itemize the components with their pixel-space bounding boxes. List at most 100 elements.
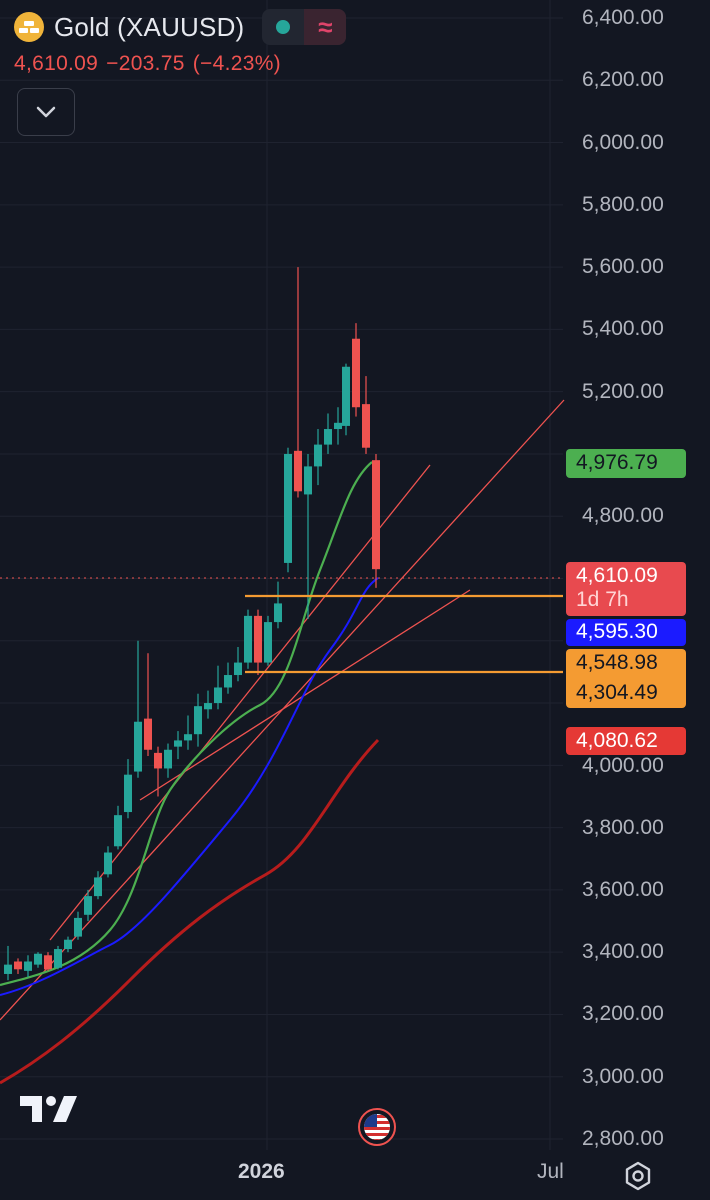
price-axis-label: 6,200.00: [582, 68, 664, 91]
candle-body: [104, 852, 112, 875]
support-lower-price-tag: 4,304.49: [566, 678, 686, 708]
candle-up: [4, 945, 12, 981]
horizontal-levels: [245, 594, 563, 674]
candle-body: [284, 453, 292, 563]
candle-body: [144, 718, 152, 750]
price-axis-label: 6,000.00: [582, 131, 664, 154]
symbol-header: Gold (XAUUSD) ≈ 4,610.09 −203.75 (−4.23%): [14, 8, 347, 76]
candle-up: [284, 447, 292, 573]
candle-body: [194, 706, 202, 735]
candle-up: [324, 413, 332, 454]
candle-body: [124, 774, 132, 813]
candle-up: [304, 453, 312, 619]
candle-body: [204, 703, 212, 710]
candle-up: [214, 665, 222, 710]
candle-body: [94, 877, 102, 897]
candle-body: [314, 444, 322, 467]
candle-body: [4, 964, 12, 974]
candle-body: [44, 955, 52, 970]
candle-up: [264, 615, 272, 666]
candlestick-series: [4, 267, 380, 981]
gear-icon: [625, 1161, 651, 1191]
candle-body: [164, 749, 172, 769]
support-upper-price-tag: 4,548.98: [566, 649, 686, 678]
candle-body: [34, 953, 42, 965]
time-axis-month: Jul: [537, 1160, 564, 1183]
ma-fast-price-tag: 4,976.79: [566, 449, 686, 478]
candle-up: [274, 581, 282, 629]
candle-body: [54, 949, 62, 968]
candle-body: [184, 734, 192, 741]
moving-averages: [0, 461, 380, 1085]
candle-body: [294, 450, 302, 492]
candle-up: [114, 805, 122, 850]
price-axis-label: 3,400.00: [582, 940, 664, 963]
candle-body: [274, 603, 282, 623]
wave-icon: ≈: [318, 12, 333, 42]
collapse-button[interactable]: [17, 88, 75, 136]
candle-up: [134, 640, 142, 778]
price-axis-label: 5,800.00: [582, 193, 664, 216]
candle-up: [184, 715, 192, 750]
us-flag-icon[interactable]: [358, 1108, 396, 1146]
market-status-pill[interactable]: ≈: [262, 9, 347, 45]
last-price-tag-value: 4,610.09: [576, 564, 658, 587]
candle-up: [94, 871, 102, 900]
candle-body: [14, 961, 22, 970]
candle-body: [84, 896, 92, 915]
candle-body: [214, 687, 222, 704]
candle-body: [352, 338, 360, 408]
candle-up: [104, 846, 112, 878]
candle-up: [124, 759, 132, 819]
candle-body: [372, 460, 380, 570]
candle-up: [84, 889, 92, 922]
candle-body: [64, 939, 72, 950]
price-axis-label: 3,600.00: [582, 878, 664, 901]
price-axis-label: 5,600.00: [582, 255, 664, 278]
candle-body: [174, 740, 182, 747]
candle-up: [234, 647, 242, 682]
price-change: −203.75: [106, 52, 185, 75]
last-price: 4,610.09: [14, 52, 99, 75]
candle-body: [154, 752, 162, 769]
price-axis-label: 6,400.00: [582, 6, 664, 29]
candle-countdown: 1d 7h: [576, 588, 629, 611]
candle-up: [174, 731, 182, 760]
candle-up: [164, 743, 172, 778]
candle-up: [34, 952, 42, 968]
settings-button[interactable]: [622, 1160, 654, 1197]
candle-body: [224, 675, 232, 688]
price-axis-label: 3,000.00: [582, 1065, 664, 1088]
chevron-down-icon: [36, 106, 56, 118]
candle-body: [134, 721, 142, 772]
candle-down: [254, 609, 262, 676]
candle-up: [224, 662, 232, 694]
price-axis-label: 2,800.00: [582, 1127, 664, 1150]
candle-up: [342, 363, 350, 436]
candle-body: [234, 662, 242, 676]
candle-body: [362, 404, 370, 448]
price-axis-label: 3,800.00: [582, 816, 664, 839]
candle-down: [294, 267, 302, 498]
tradingview-logo: [20, 1094, 78, 1129]
candle-body: [304, 466, 312, 495]
price-axis-label: 4,800.00: [582, 504, 664, 527]
candle-body: [254, 615, 262, 663]
candle-body: [24, 961, 32, 971]
candle-down: [154, 746, 162, 797]
candle-down: [144, 653, 152, 756]
candle-body: [74, 917, 82, 937]
ma-mid-line: [0, 577, 379, 996]
candle-up: [334, 407, 342, 445]
candle-up: [244, 609, 252, 669]
symbol-title[interactable]: Gold (XAUUSD): [54, 11, 245, 42]
price-axis-label: 5,200.00: [582, 380, 664, 403]
candle-up: [24, 955, 32, 978]
candle-up: [204, 690, 212, 719]
ma-mid-price-tag: 4,595.30: [566, 619, 686, 646]
price-axis-label: 3,200.00: [582, 1002, 664, 1025]
candle-up: [54, 945, 62, 970]
trend-channel: [0, 399, 565, 1021]
candle-down: [352, 323, 360, 417]
